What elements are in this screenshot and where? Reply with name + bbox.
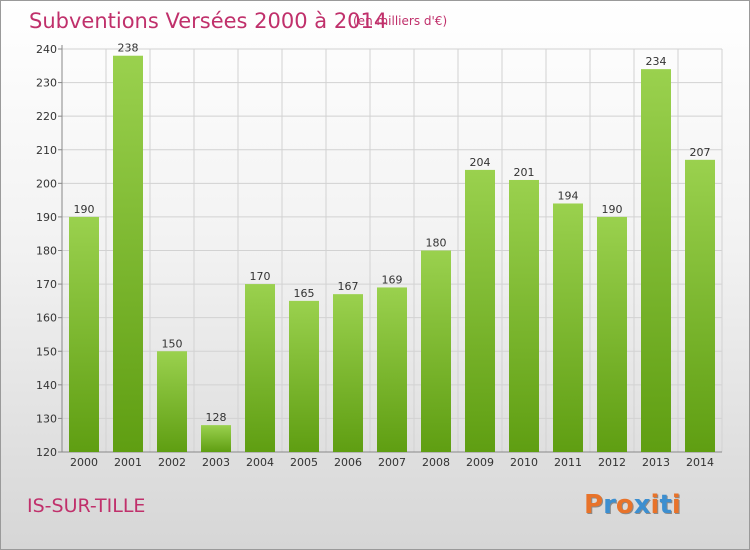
data-label: 165 — [294, 287, 315, 300]
x-tick-label: 2000 — [70, 456, 98, 469]
bars — [69, 55, 715, 453]
data-label: 190 — [602, 203, 623, 216]
logo-letter: t — [659, 490, 672, 520]
bar — [201, 425, 231, 452]
bar — [157, 351, 187, 452]
x-tick-label: 2005 — [290, 456, 318, 469]
x-tick-label: 2013 — [642, 456, 670, 469]
data-label: 190 — [74, 203, 95, 216]
y-tick-label: 130 — [36, 412, 57, 425]
x-tick-label: 2011 — [554, 456, 582, 469]
data-label: 167 — [338, 280, 359, 293]
y-tick-label: 220 — [36, 110, 57, 123]
x-tick-label: 2004 — [246, 456, 274, 469]
y-tick-label: 200 — [36, 177, 57, 190]
y-tick-label: 150 — [36, 345, 57, 358]
y-tick-label: 240 — [36, 43, 57, 56]
y-tick-labels: 120 130 140 150 160 170 180 190 200 210 220 230 240 — [36, 43, 57, 459]
bar — [685, 159, 715, 452]
bar — [245, 284, 275, 452]
logo-letter: i — [650, 490, 660, 520]
data-label: 128 — [206, 411, 227, 424]
logo-letter: r — [603, 490, 616, 520]
bar — [377, 287, 407, 452]
data-label: 150 — [162, 337, 183, 350]
x-tick-label: 2008 — [422, 456, 450, 469]
data-label: 234 — [646, 55, 667, 68]
logo-letter: x — [633, 490, 651, 520]
x-tick-label: 2010 — [510, 456, 538, 469]
logo-letter: o — [615, 490, 634, 520]
data-labels: 190 238 150 128 170 165 167 169 180 204 201 194 190 2… — [74, 42, 711, 424]
x-tick-label: 2002 — [158, 456, 186, 469]
logo-letter: P — [584, 490, 604, 520]
x-tick-label: 2006 — [334, 456, 362, 469]
y-tick-label: 120 — [36, 446, 57, 459]
data-label: 194 — [558, 189, 579, 202]
data-label: 169 — [382, 273, 403, 286]
x-tick-labels: 2000 2001 2002 2003 2004 2005 2006 2007 2008 2009… — [70, 456, 714, 469]
chart-unit: (en milliers d'€) — [353, 14, 448, 28]
logo-letter: i — [671, 490, 681, 520]
y-tick-label: 140 — [36, 379, 57, 392]
y-tick-label: 210 — [36, 144, 57, 157]
y-tick-label: 190 — [36, 211, 57, 224]
x-tick-label: 2014 — [686, 456, 714, 469]
data-label: 207 — [690, 146, 711, 159]
bar — [421, 250, 451, 452]
data-label: 238 — [118, 42, 139, 55]
chart-title: Subventions Versées 2000 à 2014 — [29, 9, 388, 33]
data-label: 180 — [426, 237, 447, 250]
bar — [289, 300, 319, 452]
x-tick-label: 2001 — [114, 456, 142, 469]
y-tick-label: 180 — [36, 245, 57, 258]
y-tick-label: 230 — [36, 77, 57, 90]
bar — [465, 169, 495, 452]
data-label: 204 — [470, 156, 491, 169]
data-label: 201 — [514, 166, 535, 179]
x-tick-label: 2003 — [202, 456, 230, 469]
data-label: 170 — [250, 270, 271, 283]
bar — [69, 216, 99, 452]
x-tick-label: 2007 — [378, 456, 406, 469]
place-name: IS-SUR-TILLE — [27, 495, 146, 517]
bar — [333, 294, 363, 452]
bar — [641, 69, 671, 453]
x-tick-label: 2009 — [466, 456, 494, 469]
y-tick-label: 170 — [36, 278, 57, 291]
bar — [597, 216, 627, 452]
y-tick-label: 160 — [36, 312, 57, 325]
proxiti-logo: Proxiti — [584, 490, 681, 520]
bar — [113, 55, 143, 452]
x-tick-label: 2012 — [598, 456, 626, 469]
bar — [553, 203, 583, 452]
bar — [509, 179, 539, 452]
